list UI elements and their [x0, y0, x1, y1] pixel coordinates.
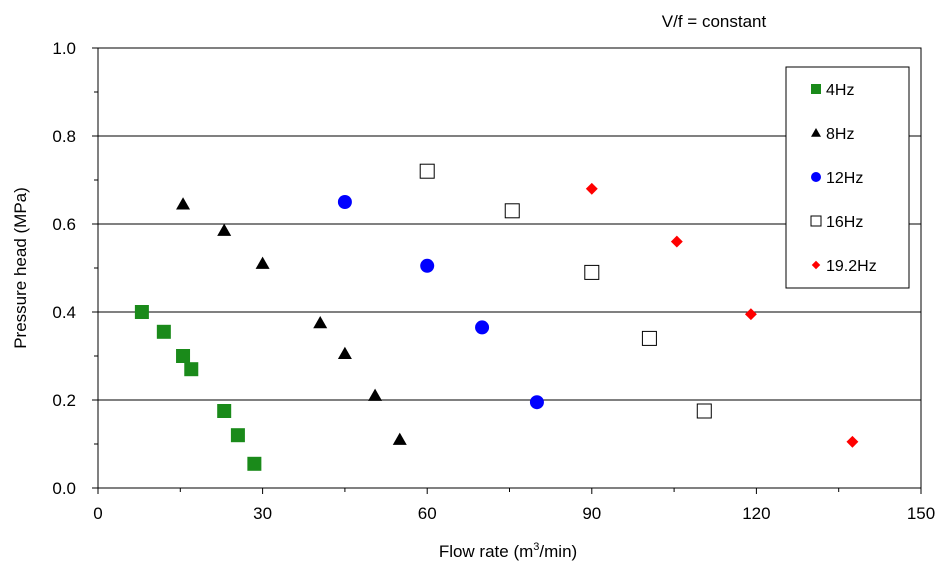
legend-marker-1: [811, 128, 821, 137]
data-point-0-4: [217, 404, 232, 418]
grid-layer: [98, 135, 921, 401]
data-point-0-6: [247, 456, 262, 471]
legend-label-4: 19.2Hz: [826, 258, 877, 275]
data-point-0-5: [230, 428, 245, 443]
data-point-2-3: [529, 395, 544, 410]
x-tick-label-0: 0: [93, 504, 102, 523]
x-axis-label-main: Flow rate (m: [439, 542, 533, 561]
legend-marker-4: [811, 260, 821, 270]
data-point-0-0: [134, 305, 149, 319]
y-tick-label-1: 0.2: [52, 391, 76, 410]
x-tick-label-5: 150: [907, 504, 935, 523]
legend-label-2: 12Hz: [826, 170, 863, 187]
data-point-3-2: [584, 264, 600, 280]
y-tick-label-5: 1.0: [52, 39, 76, 58]
data-point-2-1: [420, 258, 435, 273]
data-point-1-1: [217, 223, 232, 236]
x-tick-label-3: 90: [582, 504, 601, 523]
y-tick-label-2: 0.4: [52, 303, 76, 322]
data-point-2-2: [475, 320, 490, 335]
data-point-1-0: [176, 197, 191, 210]
data-point-1-6: [392, 432, 407, 445]
data-point-2-0: [337, 195, 352, 209]
data-point-3-1: [504, 203, 520, 219]
data-point-4-0: [585, 182, 598, 195]
data-point-0-2: [176, 349, 191, 363]
data-point-4-1: [670, 235, 683, 248]
legend-marker-0: [811, 84, 821, 94]
x-tick-label-4: 120: [742, 504, 770, 523]
legend-label-3: 16Hz: [826, 214, 863, 231]
data-point-4-3: [846, 435, 859, 448]
y-axis-label: Pressure head (MPa): [11, 187, 30, 349]
data-point-1-4: [337, 346, 352, 360]
legend-marker-3: [810, 215, 822, 227]
x-axis-label-superscript: 3: [533, 541, 539, 553]
x-axis-label-tail: /min): [539, 542, 577, 561]
tick-layer: 0.0 0.2 0.4 0.6 0.8 1.0 0 30 60 90 120 150: [52, 39, 935, 523]
y-tick-label-3: 0.6: [52, 215, 76, 234]
data-point-1-5: [368, 388, 383, 401]
legend: 4Hz 8Hz 12Hz 16Hz 19.2Hz: [785, 66, 910, 289]
legend-label-0: 4Hz: [826, 82, 854, 99]
chart-annotation: V/f = constant: [662, 12, 767, 31]
data-point-0-3: [184, 362, 199, 377]
data-point-3-0: [419, 163, 435, 179]
data-point-1-3: [313, 316, 328, 329]
legend-marker-2: [811, 172, 821, 182]
y-tick-label-4: 0.8: [52, 127, 76, 146]
data-point-0-1: [156, 324, 171, 339]
data-point-4-2: [744, 308, 757, 321]
x-tick-label-1: 30: [253, 504, 272, 523]
legend-label-1: 8Hz: [826, 126, 854, 143]
data-point-1-2: [255, 256, 270, 269]
point-layer: [134, 163, 859, 471]
y-tick-label-0: 0.0: [52, 479, 76, 498]
data-point-3-4: [696, 403, 712, 419]
data-point-3-3: [641, 330, 657, 346]
x-axis-label: Flow rate (m3/min): [439, 541, 577, 561]
x-tick-label-2: 60: [418, 504, 437, 523]
legend-box: [785, 66, 910, 289]
